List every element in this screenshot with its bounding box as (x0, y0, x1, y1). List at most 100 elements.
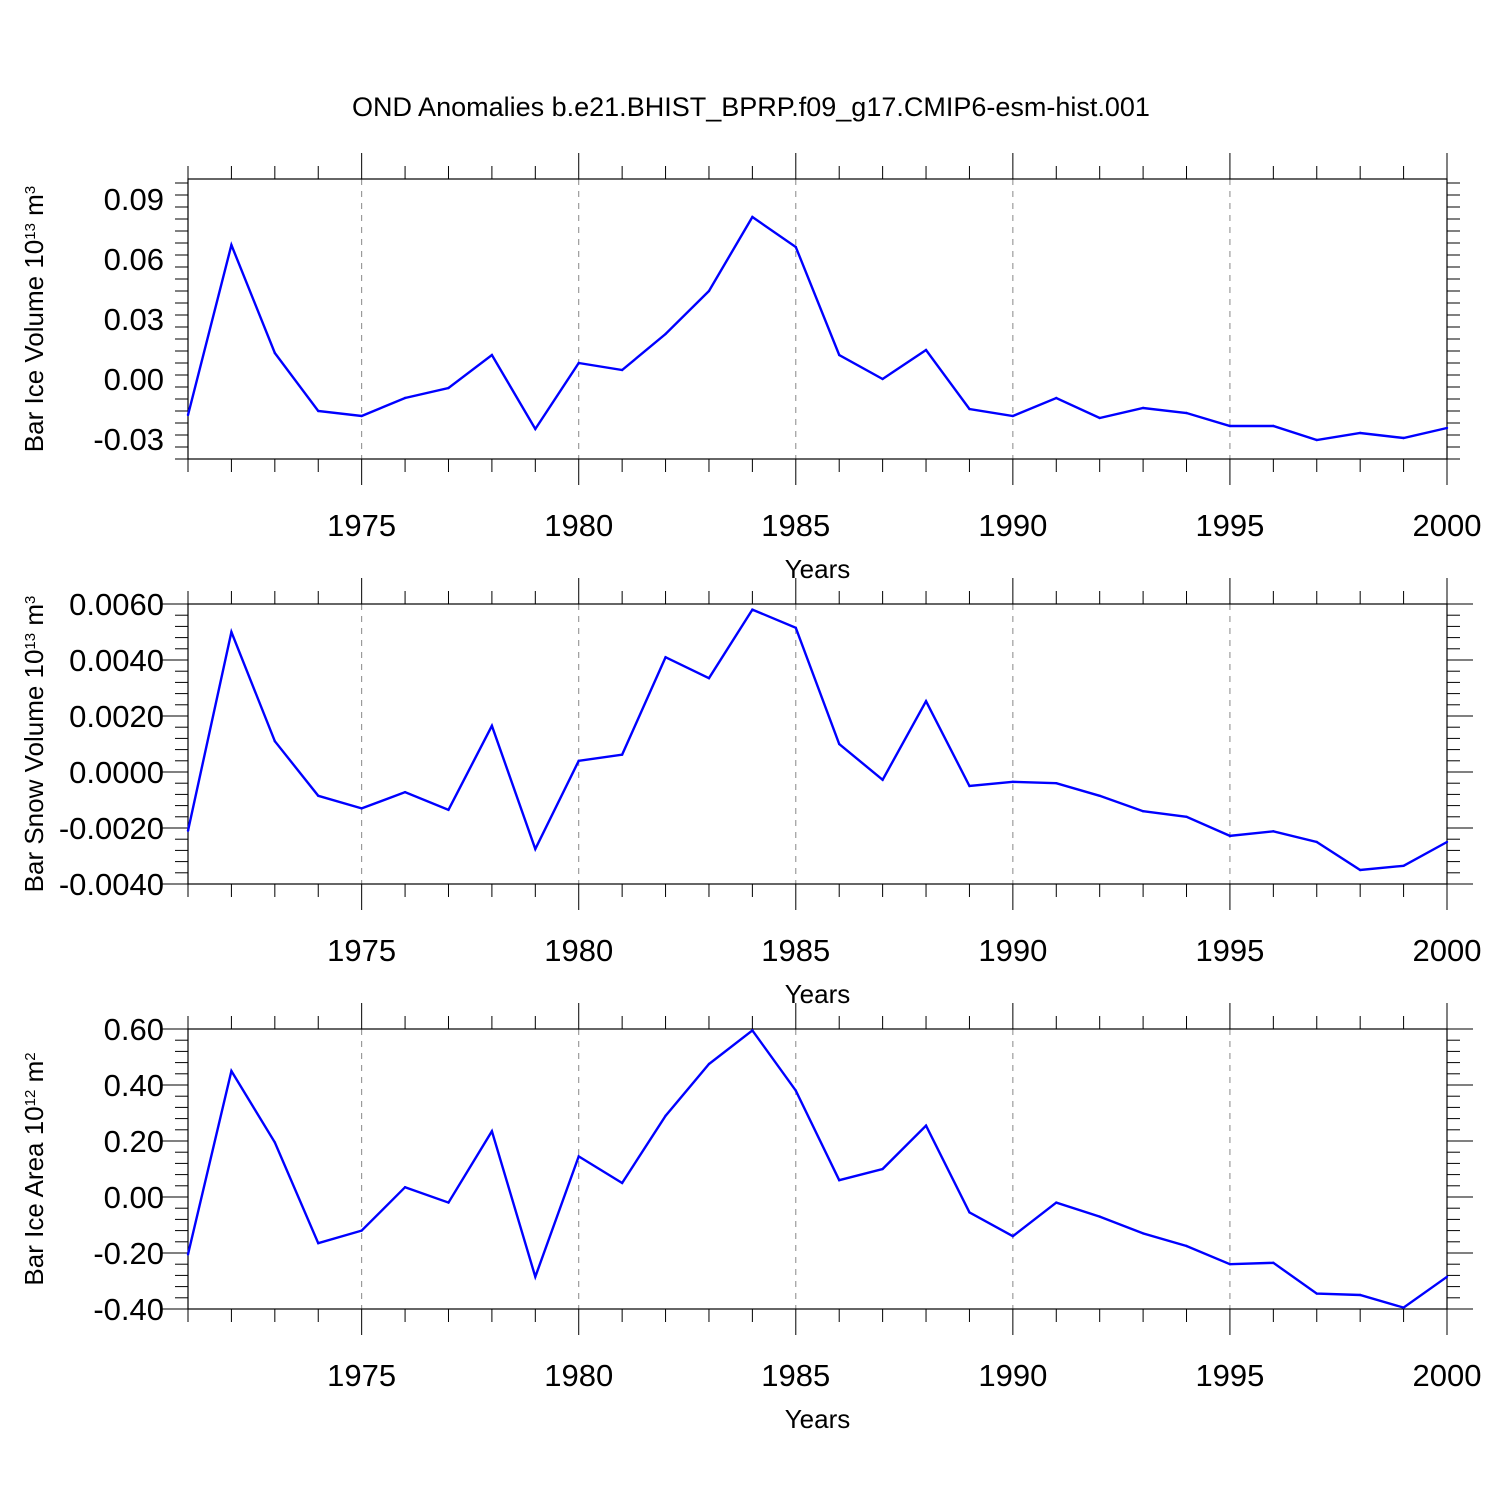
y-tick-label: 0.03 (104, 302, 164, 337)
y-tick-label: 0.60 (104, 1012, 164, 1047)
data-point (968, 407, 971, 411)
data-point (317, 794, 320, 797)
data-point (577, 1155, 580, 1158)
data-point (186, 413, 190, 417)
panel-snow: -0.0040 -0.0020 0.0000 0.0020 0.0040 0.0060 19… (19, 578, 1481, 1009)
data-point (1228, 1263, 1232, 1266)
x-tick-label: 2000 (1413, 1358, 1482, 1393)
data-point (1098, 416, 1101, 420)
data-point (881, 778, 884, 782)
data-point (230, 243, 233, 247)
data-point (794, 626, 797, 629)
data-point (360, 807, 363, 810)
data-point (1055, 396, 1058, 400)
data-point (1272, 1261, 1275, 1265)
data-point (707, 1062, 711, 1066)
data-point (924, 348, 928, 352)
panel-area: -0.40 -0.20 0.00 0.20 0.40 0.60 1975 1980 1985 19… (19, 1003, 1481, 1434)
data-point (1445, 426, 1449, 430)
data-point (490, 724, 494, 727)
data-point (1185, 1244, 1188, 1248)
data-point (317, 1242, 320, 1245)
data-point (273, 351, 277, 355)
data-point (1185, 815, 1188, 818)
data-point (620, 368, 624, 372)
data-point (1098, 1215, 1101, 1218)
panel-volume: -0.03 0.00 0.03 0.06 0.09 1975 1980 1985 1990 199… (19, 153, 1481, 584)
x-tick-label: 1975 (327, 508, 396, 543)
y-tick-label: 0.00 (104, 362, 164, 397)
data-point (447, 1201, 450, 1204)
data-point (1055, 782, 1058, 785)
data-point (1402, 1306, 1405, 1309)
data-point (534, 847, 537, 851)
data-point (1315, 840, 1318, 844)
y-tick-label: 0.00 (104, 1180, 164, 1215)
data-point (751, 215, 754, 219)
y-tick-label: 0.0060 (69, 587, 164, 622)
data-point (1141, 810, 1145, 813)
data-point (1358, 1293, 1362, 1297)
data-point (881, 377, 884, 381)
x-tick-label: 1995 (1195, 1358, 1264, 1393)
data-point (447, 386, 450, 390)
data-point (751, 608, 754, 611)
x-tick-label: 1980 (544, 508, 613, 543)
data-point (751, 1029, 754, 1032)
data-point (273, 1141, 277, 1144)
data-point (403, 1186, 407, 1189)
data-point (317, 409, 320, 413)
data-point (1315, 1292, 1318, 1295)
data-point (1445, 1275, 1449, 1279)
data-point (577, 361, 580, 365)
data-point (838, 353, 841, 357)
x-tick-label: 1975 (327, 1358, 396, 1393)
data-point (620, 1181, 624, 1185)
data-point (620, 753, 624, 756)
data-point (1141, 406, 1145, 410)
data-point (794, 245, 797, 249)
data-point (1228, 424, 1232, 428)
data-point (360, 1229, 363, 1232)
data-point (1358, 431, 1362, 435)
data-point (230, 1069, 233, 1073)
y-tick-label: 0.20 (104, 1124, 164, 1159)
data-point (968, 1211, 971, 1214)
x-axis-label: Years (785, 1404, 851, 1434)
y-tick-label: 0.0040 (69, 643, 164, 678)
data-point (1402, 436, 1405, 440)
plot-frame (187, 178, 1448, 460)
x-tick-label: 1995 (1195, 508, 1264, 543)
data-point (838, 1179, 841, 1182)
chart-title: OND Anomalies b.e21.BHIST_BPRP.f09_g17.C… (352, 92, 1150, 122)
data-point (1011, 414, 1015, 418)
data-point (1055, 1201, 1058, 1204)
plot-frame (187, 603, 1448, 885)
y-tick-label: -0.0020 (59, 811, 164, 846)
data-point (1358, 868, 1362, 872)
x-axis-label: Years (785, 554, 851, 584)
series-line-volume (186, 215, 1448, 442)
y-tick-label: -0.40 (93, 1292, 164, 1327)
data-point (1315, 438, 1318, 442)
data-point (1141, 1232, 1145, 1235)
data-point (186, 1253, 190, 1256)
y-tick-label: 0.06 (104, 242, 164, 277)
data-point (794, 1089, 797, 1092)
x-tick-label: 1975 (327, 933, 396, 968)
data-point (1011, 780, 1015, 783)
x-axis-label: Years (785, 979, 851, 1009)
y-tick-label: 0.0020 (69, 699, 164, 734)
data-point (1402, 864, 1405, 867)
data-point (1011, 1235, 1015, 1238)
data-point (577, 759, 580, 762)
x-tick-label: 1980 (544, 1358, 613, 1393)
y-tick-label: 0.09 (104, 182, 164, 217)
data-point (1185, 411, 1188, 415)
x-tick-label: 1990 (978, 508, 1047, 543)
series-line-snow (186, 608, 1448, 872)
data-point (968, 784, 971, 788)
x-tick-label: 1985 (761, 933, 830, 968)
data-point (534, 427, 537, 431)
